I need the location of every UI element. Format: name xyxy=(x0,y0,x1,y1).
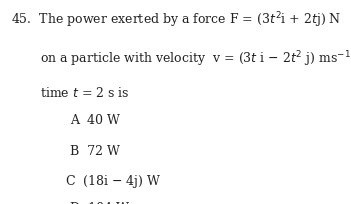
Text: on a particle with velocity  v = (3$t$ i $-$ 2$t^2$ j) ms$^{-1}$ at: on a particle with velocity v = (3$t$ i … xyxy=(40,49,351,69)
Text: A  40 W: A 40 W xyxy=(70,114,120,127)
Text: D  104 W: D 104 W xyxy=(70,202,129,204)
Text: B  72 W: B 72 W xyxy=(70,145,120,158)
Text: C  (18i $-$ 4j) W: C (18i $-$ 4j) W xyxy=(65,173,161,190)
Text: time $t$ = 2 s is: time $t$ = 2 s is xyxy=(40,86,130,100)
Text: 45.  The power exerted by a force F = (3$t^2$i + 2$t$j) N: 45. The power exerted by a force F = (3$… xyxy=(11,10,341,30)
